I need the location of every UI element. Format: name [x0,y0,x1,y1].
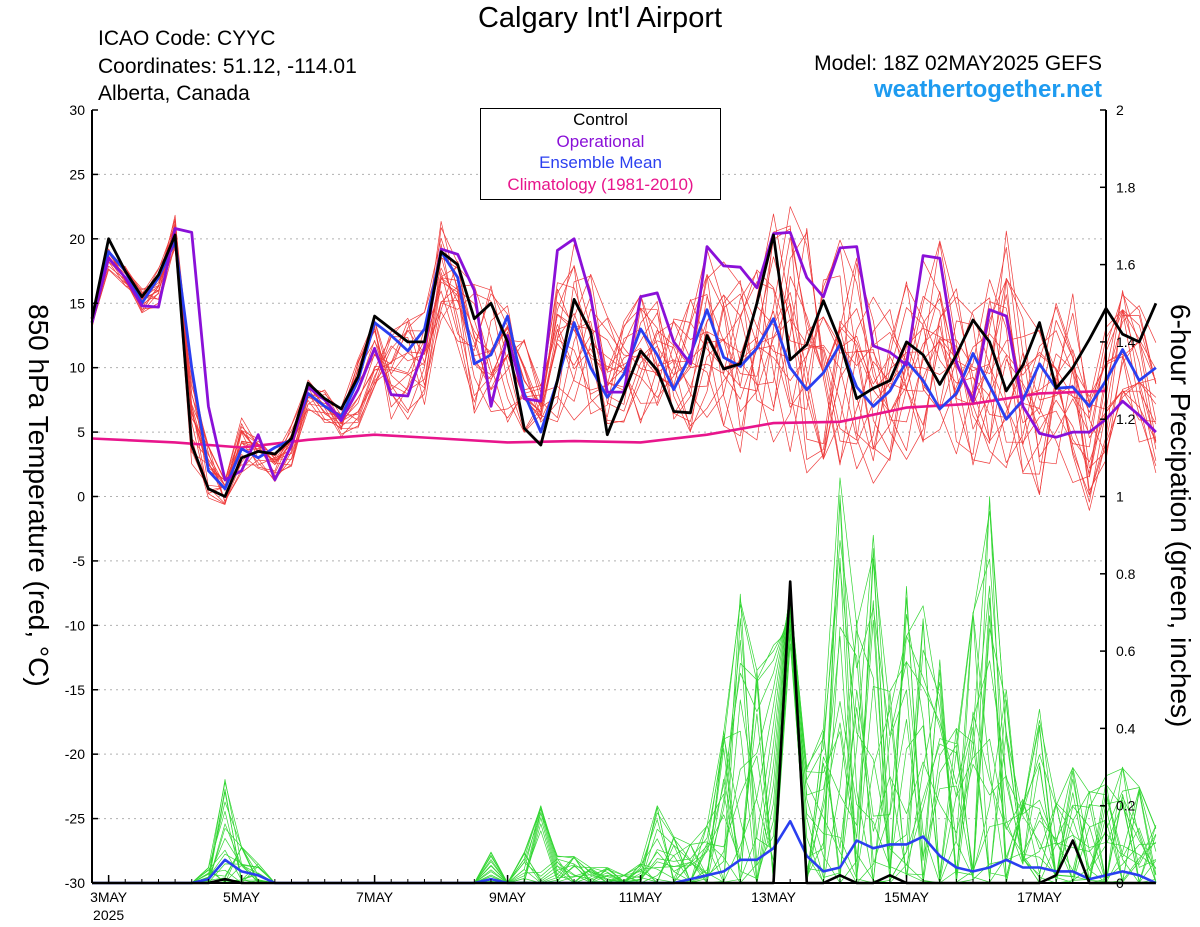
precip-ensemble-member-line [92,558,1157,884]
y-tick-label-right: 0.8 [1116,566,1136,582]
y-tick-label-right: 0 [1116,875,1124,891]
region-label: Alberta, Canada [98,82,250,105]
legend-item-climatology: Climatology (1981-2010) [507,174,694,194]
y-tick-label-right: 0.6 [1116,643,1136,659]
precip-control-line [92,580,1156,885]
precip-ensemble-member-line [92,586,1157,884]
icao-code: ICAO Code: CYYC [98,27,276,50]
y-tick-label-left: -30 [65,875,85,891]
precip-ensemble-mean-line [92,819,1157,885]
y-tick-label-right: 1 [1116,489,1124,505]
x-tick-label: 11MAY [619,889,663,905]
x-tick-label: 17MAY [1017,889,1063,905]
precip-ensemble-member-line [92,585,1157,884]
temperature-ensemble-member-line [91,233,1157,482]
y-tick-label-right: 1.8 [1116,179,1136,195]
precip-ensemble-member-line [92,499,1157,884]
y-tick-label-left: -10 [65,617,85,633]
x-tick-label: 15MAY [884,889,930,905]
y-tick-label-left: -25 [65,811,85,827]
precip-ensemble-member-line [92,589,1157,884]
y-tick-label-left: 10 [69,360,85,376]
y-tick-label-right: 1.6 [1116,257,1136,273]
precip-ensemble-member-line [92,500,1156,884]
chart-title: Calgary Int'l Airport [477,2,723,34]
climatology-line [91,389,1107,449]
precip-ensemble-member-line [92,597,1157,884]
y-tick-label-left: -5 [73,553,86,569]
x-tick-label: 3MAY [90,889,128,905]
precip-ensemble-member-line [92,586,1157,884]
y-axis-right-label: 6-hour Precipation (green, inches) [1165,304,1196,728]
x-tick-year-label: 2025 [93,907,124,923]
temperature-control-line [90,233,1158,498]
legend-item-operational: Operational [556,131,645,151]
site-link[interactable]: weathertogether.net [873,76,1102,103]
y-tick-label-left: 25 [69,166,85,182]
y-tick-label-right: 2 [1116,102,1124,118]
model-run-label: Model: 18Z 02MAY2025 GEFS [814,52,1102,75]
legend-item-ensemble-mean: Ensemble Mean [539,153,662,172]
x-tick-label: 7MAY [356,889,394,905]
y-tick-label-right: 1.4 [1116,334,1136,350]
y-tick-label-left: 0 [77,489,85,505]
coordinates: Coordinates: 51.12, -114.01 [98,55,357,78]
precip-ensemble-member-line [92,565,1157,884]
temperature-ensemble-member-line [91,227,1157,482]
x-tick-label: 5MAY [223,889,261,905]
x-tick-label: 13MAY [751,889,797,905]
y-tick-label-left: 30 [69,102,85,118]
precip-ensemble-member-line [92,558,1157,884]
y-tick-label-left: 5 [77,424,85,440]
y-tick-label-left: -15 [65,682,85,698]
y-tick-label-right: 0.4 [1116,720,1136,736]
y-tick-label-left: 15 [69,295,85,311]
y-tick-label-left: -20 [65,746,85,762]
precip-ensemble-member-line [92,624,1157,884]
y-tick-label-right: 1.2 [1116,411,1136,427]
legend-item-control: Control [573,110,628,129]
y-tick-label-right: 0.2 [1116,798,1136,814]
chart-legend: Control Operational Ensemble Mean Climat… [480,108,721,200]
y-axis-left-label: 850 hPa Temperature (red, °C) [23,304,54,687]
x-tick-label: 9MAY [489,889,527,905]
y-tick-label-left: 20 [69,231,85,247]
